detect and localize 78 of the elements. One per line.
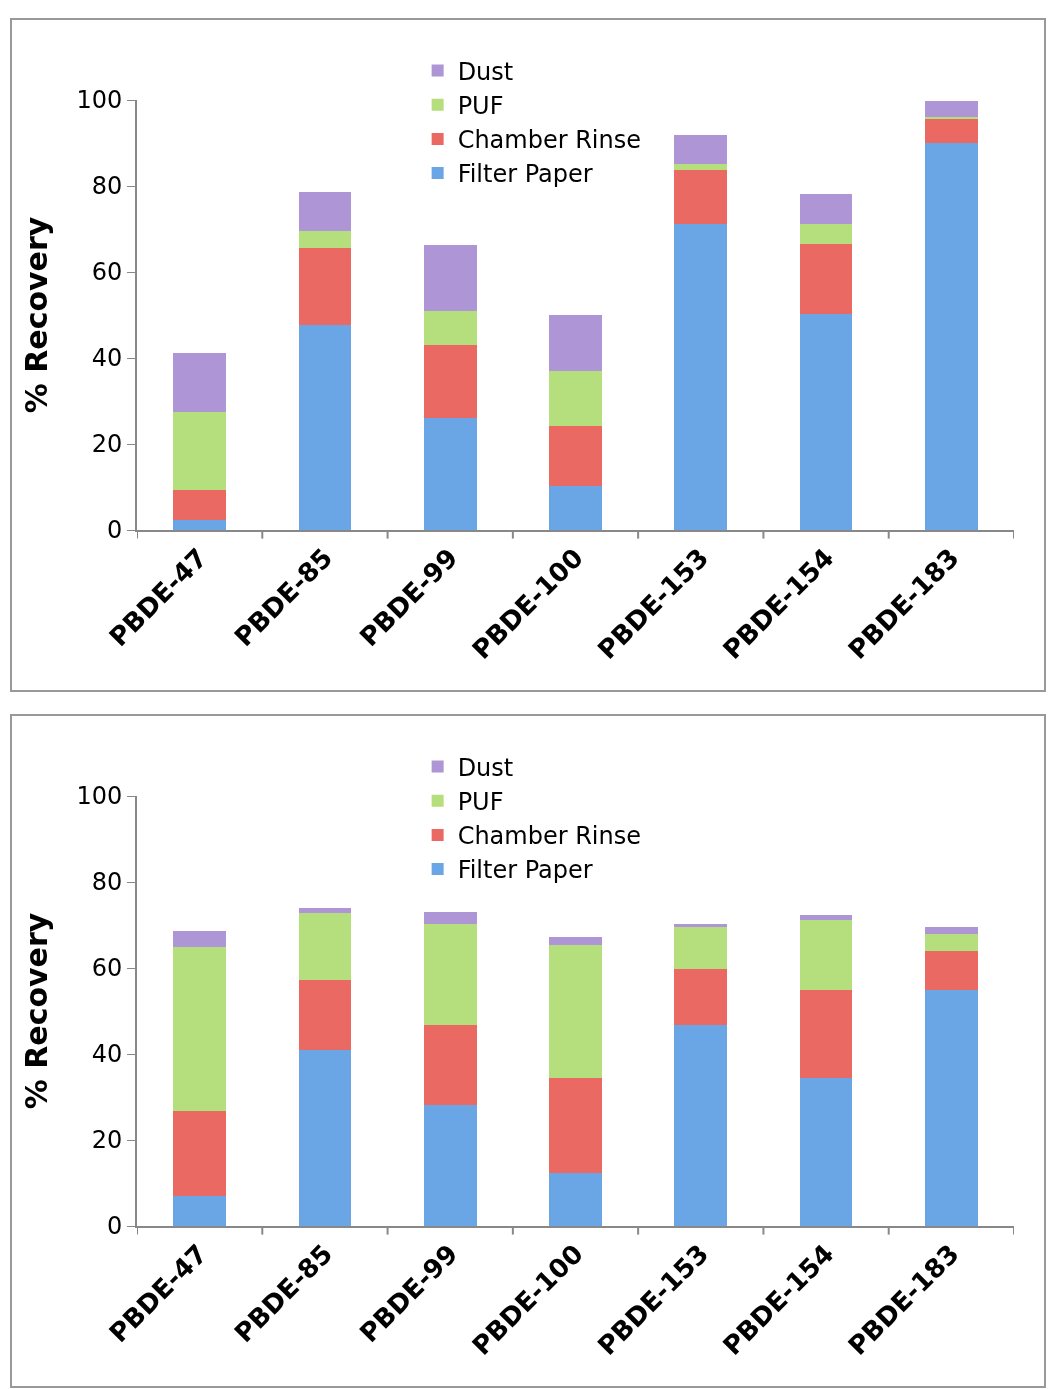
bar <box>925 989 978 1226</box>
bar <box>925 927 978 934</box>
bar <box>549 315 602 372</box>
bar <box>423 912 477 925</box>
bar <box>298 912 352 980</box>
legend-label: PUF <box>457 788 504 817</box>
bar <box>549 485 602 530</box>
bar <box>423 1024 477 1105</box>
y-tick-label: 80 <box>91 172 123 201</box>
bar <box>173 1196 226 1226</box>
y-tick-label: 60 <box>91 258 123 287</box>
bar <box>674 1024 728 1226</box>
bar <box>799 224 853 245</box>
legend-label: Dust <box>457 753 514 782</box>
bar <box>925 117 978 120</box>
bar <box>298 907 352 913</box>
bar <box>173 520 226 530</box>
bar <box>173 353 226 412</box>
legend-label: Chamber Rinse <box>457 822 642 851</box>
bar <box>925 143 978 530</box>
y-tick-label: 60 <box>91 954 123 983</box>
legend-label: Dust <box>457 57 514 86</box>
bar <box>799 920 853 990</box>
bar <box>173 1111 226 1197</box>
bar <box>674 169 728 225</box>
bar <box>423 924 477 1025</box>
bar <box>674 224 728 530</box>
bar <box>423 345 477 418</box>
bar <box>173 946 226 1112</box>
y-axis-title: % Recovery <box>18 216 54 414</box>
bar <box>423 245 477 312</box>
bar <box>674 927 728 970</box>
bar <box>173 489 226 521</box>
bar <box>423 417 477 530</box>
bar <box>674 163 728 170</box>
bar <box>549 944 602 1079</box>
bar <box>549 1078 602 1173</box>
bar <box>173 411 226 490</box>
bar <box>423 311 477 346</box>
bar <box>298 324 352 530</box>
legend-label: Chamber Rinse <box>457 126 642 155</box>
bar <box>298 1049 352 1226</box>
bar <box>925 933 978 951</box>
bar <box>298 248 352 325</box>
bar <box>925 950 978 990</box>
y-tick-label: 20 <box>91 1126 123 1155</box>
bar <box>298 979 352 1050</box>
y-tick-label: 20 <box>91 430 123 459</box>
y-tick-label: 100 <box>76 86 123 115</box>
bar <box>799 915 853 921</box>
bar <box>799 989 853 1079</box>
bar <box>423 1104 477 1226</box>
bar <box>799 314 853 530</box>
bar <box>549 425 602 486</box>
bar <box>799 193 853 225</box>
bar <box>925 119 978 144</box>
y-tick-label: 40 <box>91 1040 123 1069</box>
bar <box>925 100 978 118</box>
y-axis-title: % Recovery <box>18 912 54 1110</box>
legend-label: Filter Paper <box>457 160 593 189</box>
y-tick-label: 0 <box>106 1212 123 1241</box>
bar <box>799 244 853 315</box>
bar <box>674 924 728 928</box>
legend-label: PUF <box>457 92 504 121</box>
y-tick-label: 40 <box>91 344 123 373</box>
bar <box>298 231 352 249</box>
bar <box>549 936 602 945</box>
y-tick-label: 100 <box>76 782 123 811</box>
bar <box>298 192 352 232</box>
bar <box>799 1078 853 1226</box>
bar <box>549 371 602 426</box>
legend-label: Filter Paper <box>457 856 593 885</box>
bar <box>674 969 728 1025</box>
bar <box>549 1172 602 1226</box>
y-tick-label: 0 <box>106 516 123 545</box>
bar <box>674 135 728 164</box>
y-tick-label: 80 <box>91 868 123 897</box>
bar <box>173 930 226 947</box>
